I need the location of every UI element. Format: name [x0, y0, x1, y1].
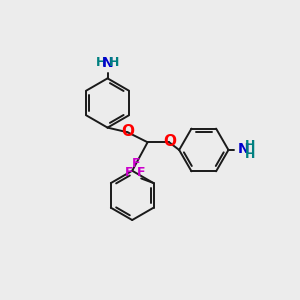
Text: F: F: [124, 166, 133, 179]
Text: N: N: [102, 56, 113, 70]
Text: O: O: [121, 124, 134, 139]
Text: H: H: [96, 56, 106, 69]
Text: H: H: [245, 148, 255, 161]
Text: F: F: [132, 157, 141, 169]
Text: H: H: [109, 56, 119, 69]
Text: O: O: [164, 134, 176, 149]
Text: N: N: [238, 142, 250, 156]
Text: F: F: [137, 166, 146, 179]
Text: H: H: [245, 139, 255, 152]
